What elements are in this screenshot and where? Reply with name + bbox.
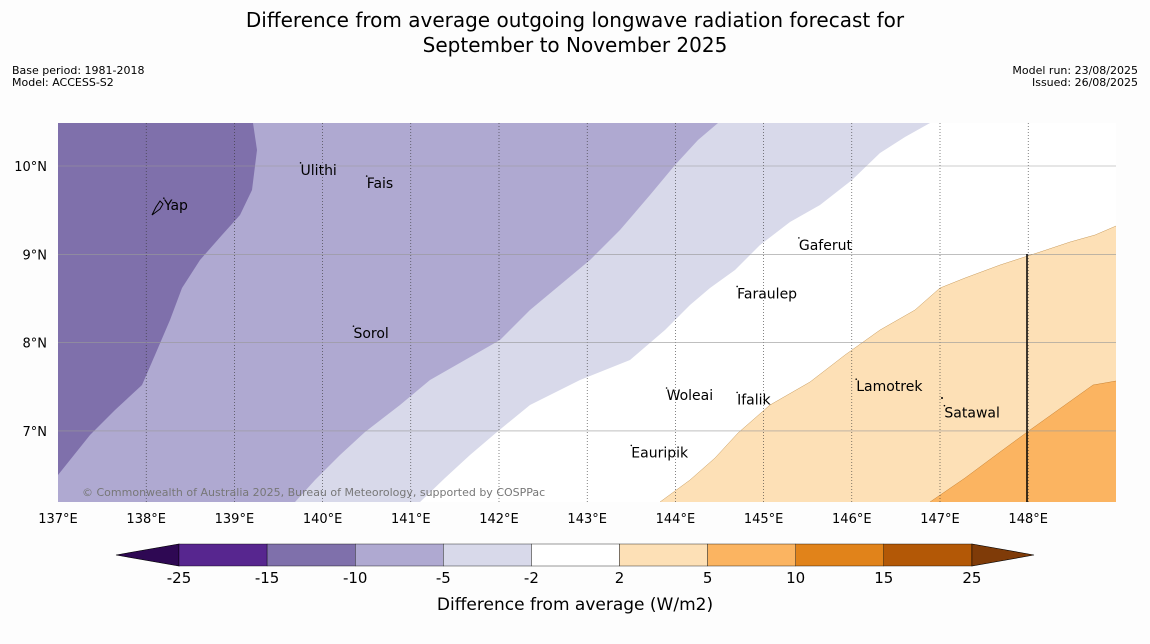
colorbar-tick-label: 5 (703, 569, 713, 587)
colorbar-label: Difference from average (W/m2) (437, 595, 713, 615)
colorbar-segment (619, 543, 708, 567)
place-label-gaferut: Gaferut (799, 238, 853, 254)
island-marker (163, 197, 165, 199)
colorbar-segment (883, 543, 973, 567)
island-marker (941, 397, 943, 399)
issued-date: Issued: 26/08/2025 (1031, 76, 1138, 89)
place-label-faraulep: Faraulep (737, 286, 797, 302)
island-marker (943, 404, 946, 407)
island-marker (630, 444, 633, 447)
island-marker (299, 162, 302, 164)
island-marker (365, 175, 368, 177)
model-name: Model: ACCESS-S2 (12, 76, 114, 89)
contour-5 (929, 380, 1116, 502)
colorbar-tick-label: -25 (167, 569, 192, 587)
lat-tick-label: 7°N (23, 425, 48, 440)
lon-tick-label: 145°E (744, 512, 784, 527)
model-run: Model run: 23/08/2025 (1012, 64, 1138, 77)
island-marker (798, 237, 800, 239)
colorbar-tick-label: -2 (524, 569, 539, 587)
island-marker (736, 391, 738, 394)
band-2-to-5 (660, 226, 1116, 502)
colorbar-tick-label: 25 (962, 569, 981, 587)
lon-tick-label: 141°E (391, 512, 431, 527)
lon-tick-label: 148°E (1008, 512, 1048, 527)
colorbar-tick-label: -10 (343, 569, 368, 587)
place-label-sorol: Sorol (353, 326, 388, 342)
lat-tick-label: 10°N (14, 160, 47, 175)
colorbar-tick-label: 10 (786, 569, 805, 587)
lon-tick-label: 139°E (215, 512, 255, 527)
colorbar-segment (531, 543, 620, 567)
colorbar-segment (795, 543, 885, 567)
band-minus15-to-minus10 (58, 123, 257, 475)
place-label-eauripik: Eauripik (631, 445, 689, 461)
lon-tick-label: 147°E (920, 512, 960, 527)
band-5-to-10 (930, 381, 1116, 502)
colorbar-segment (707, 543, 796, 567)
island-marker (352, 325, 355, 327)
island-marker (665, 387, 668, 389)
colorbar-tick-label: 2 (615, 569, 625, 587)
meta-left: Base period: 1981-2018 Model: ACCESS-S2 (12, 65, 144, 89)
lat-tick-label: 9°N (23, 248, 48, 263)
title-line-1: Difference from average outgoing longwav… (245, 8, 905, 32)
colorbar-segment (178, 543, 268, 567)
meta-right: Model run: 23/08/2025 Issued: 26/08/2025 (1012, 65, 1138, 89)
lon-tick-label: 137°E (38, 512, 78, 527)
place-label-yap: Yap (163, 198, 188, 214)
colorbar-tick-label: -15 (255, 569, 280, 587)
island-marker (855, 378, 858, 380)
place-label-lamotrek: Lamotrek (856, 379, 923, 395)
colorbar-extend-high (971, 543, 1035, 567)
colorbar-extend-low (115, 543, 180, 567)
colorbar-segment (443, 543, 532, 567)
lon-tick-label: 140°E (303, 512, 343, 527)
colorbar-segment (355, 543, 444, 567)
lon-tick-label: 143°E (567, 512, 607, 527)
map-panel: Yap Ulithi Fais Gaferut Faraulep Sorol Woleai I… (58, 123, 1116, 502)
map-title: Difference from average outgoing longwav… (0, 8, 1150, 58)
lon-tick-label: 138°E (126, 512, 166, 527)
island-marker (736, 285, 738, 288)
place-label-satawal: Satawal (944, 406, 999, 422)
lon-tick-label: 144°E (656, 512, 696, 527)
copyright-notice: © Commonwealth of Australia 2025, Bureau… (82, 486, 545, 499)
lat-tick-label: 8°N (23, 337, 48, 352)
place-label-fais: Fais (367, 176, 394, 192)
contour-2 (659, 225, 1116, 502)
place-label-ifalik: Ifalik (737, 392, 771, 408)
place-label-ulithi: Ulithi (301, 163, 337, 179)
colorbar-tick-label: 15 (874, 569, 893, 587)
lon-tick-label: 146°E (832, 512, 872, 527)
colorbar-segment (266, 543, 356, 567)
title-line-2: September to November 2025 (422, 33, 728, 57)
lon-tick-label: 142°E (479, 512, 519, 527)
colorbar-tick-label: -5 (436, 569, 451, 587)
yap-island-outline (151, 200, 164, 216)
base-period: Base period: 1981-2018 (12, 64, 145, 77)
place-label-woleai: Woleai (667, 388, 714, 404)
